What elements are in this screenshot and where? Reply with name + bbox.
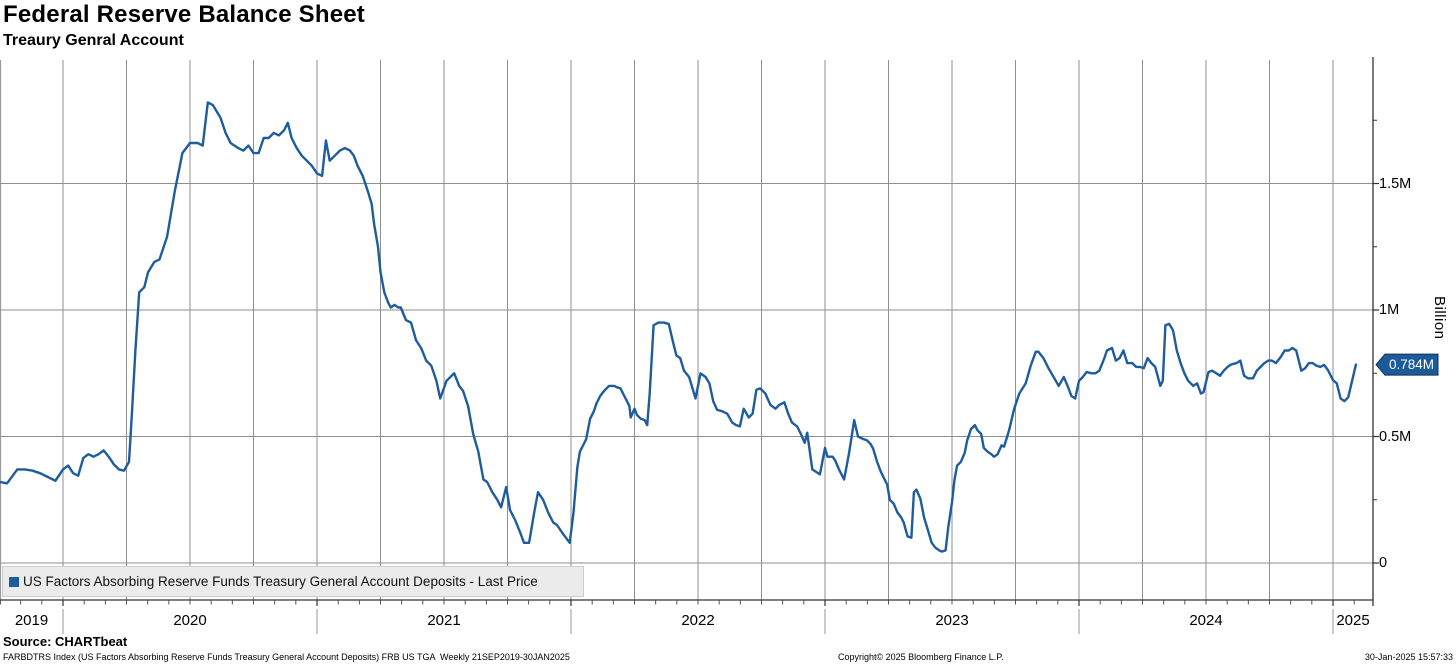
chart-title: Federal Reserve Balance Sheet (3, 1, 365, 28)
last-price-badge-value: 0.784M (1389, 357, 1434, 372)
x-axis-year-label: 2021 (427, 612, 461, 629)
footer-copyright: Copyright© 2025 Bloomberg Finance L.P. (838, 652, 1004, 662)
x-axis-year-label: 2020 (173, 612, 207, 629)
y-axis-tick-label: 1M (1379, 302, 1400, 318)
y-axis-tick-label: 1.5M (1379, 175, 1412, 192)
footer-timestamp: 30-Jan-2025 15:57:33 (1364, 652, 1453, 662)
last-price-badge (1375, 353, 1439, 376)
y-axis-tick-label: 0 (1379, 555, 1388, 571)
y-axis-tick-label: 0.5M (1379, 428, 1412, 445)
source-label: Source: CHARTbeat (3, 634, 128, 649)
tga-balance-line (0, 101, 1358, 553)
x-axis-year-label: 2019 (14, 612, 49, 629)
legend-series-marker-icon (9, 576, 19, 587)
legend: US Factors Absorbing Reserve Funds Treas… (2, 566, 584, 597)
x-axis-year-label: 2023 (935, 612, 969, 629)
footer-index-description: FARBDTRS Index (US Factors Absorbing Res… (3, 652, 570, 662)
x-axis-year-label: 2022 (681, 612, 715, 629)
x-axis-year-label: 2025 (1336, 612, 1370, 629)
y-axis-unit-label: Billion (1431, 296, 1448, 340)
legend-series-label: US Factors Absorbing Reserve Funds Treas… (23, 574, 538, 589)
x-axis-year-label: 2024 (1189, 612, 1223, 629)
chart-subtitle: Treaury Genral Account (3, 32, 184, 49)
